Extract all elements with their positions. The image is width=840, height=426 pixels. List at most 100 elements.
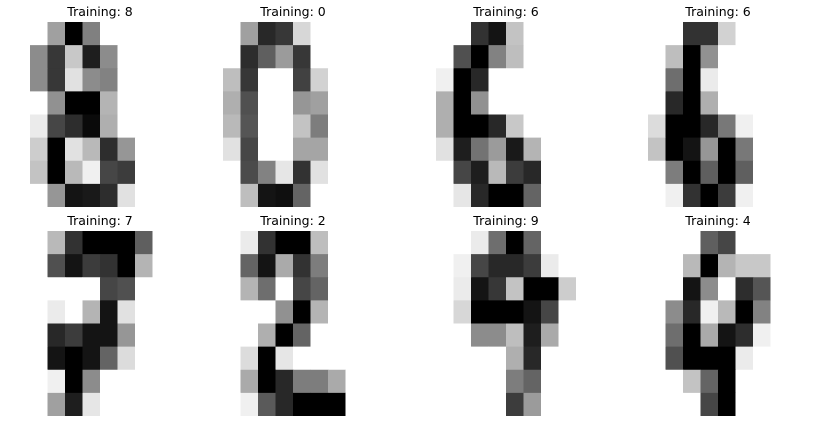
pixel-cell xyxy=(770,392,788,416)
pixel-cell xyxy=(471,346,489,371)
pixel-cell xyxy=(471,254,489,278)
pixel-cell xyxy=(328,392,346,416)
pixel-cell xyxy=(700,346,719,371)
pixel-cell xyxy=(648,160,666,185)
pixel-cell xyxy=(453,300,472,324)
pixel-cell xyxy=(30,346,48,371)
pixel-cell xyxy=(240,300,259,324)
pixel-cell xyxy=(735,392,754,416)
pixel-cell xyxy=(436,22,454,46)
digit-image xyxy=(223,22,363,207)
pixel-cell xyxy=(100,323,118,348)
pixel-cell xyxy=(558,369,576,394)
pixel-cell xyxy=(753,22,771,46)
pixel-cell xyxy=(345,254,363,278)
pixel-cell xyxy=(65,300,83,324)
pixel-cell xyxy=(436,277,454,301)
pixel-cell xyxy=(47,231,66,255)
pixel-cell xyxy=(488,68,507,92)
pixel-cell xyxy=(700,392,719,416)
pixel-cell xyxy=(82,346,101,371)
pixel-cell xyxy=(665,137,684,162)
pixel-cell xyxy=(488,183,507,207)
pixel-cell xyxy=(258,346,276,371)
pixel-cell xyxy=(82,68,101,92)
pixel-cell xyxy=(135,392,153,416)
pixel-cell xyxy=(240,392,259,416)
pixel-cell xyxy=(488,277,507,301)
pixel-cell xyxy=(223,323,241,348)
pixel-cell xyxy=(523,137,542,162)
pixel-cell xyxy=(558,277,576,301)
pixel-cell xyxy=(82,277,101,301)
pixel-cell xyxy=(770,254,788,278)
pixel-cell xyxy=(240,323,259,348)
pixel-cell xyxy=(328,183,346,207)
pixel-cell xyxy=(683,392,701,416)
pixel-cell xyxy=(100,231,118,255)
pixel-cell xyxy=(30,160,48,185)
pixel-cell xyxy=(47,137,66,162)
pixel-cell xyxy=(488,137,507,162)
pixel-cell xyxy=(523,160,542,185)
pixel-cell xyxy=(345,392,363,416)
pixel-cell xyxy=(82,183,101,207)
pixel-cell xyxy=(700,231,719,255)
panel-title: Training: 8 xyxy=(67,4,133,19)
pixel-cell xyxy=(558,231,576,255)
pixel-cell xyxy=(117,91,136,115)
pixel-cell xyxy=(735,22,754,46)
pixel-cell xyxy=(100,137,118,162)
pixel-cell xyxy=(523,114,542,139)
pixel-cell xyxy=(523,22,542,46)
pixel-cell xyxy=(683,68,701,92)
pixel-cell xyxy=(735,323,754,348)
pixel-cell xyxy=(293,183,311,207)
pixel-cell xyxy=(735,114,754,139)
pixel-cell xyxy=(506,137,524,162)
pixel-cell xyxy=(152,369,170,394)
pixel-cell xyxy=(648,45,666,69)
pixel-cell xyxy=(223,137,241,162)
pixel-cell xyxy=(258,160,276,185)
pixel-cell xyxy=(648,254,666,278)
pixel-cell xyxy=(665,45,684,69)
pixel-cell xyxy=(665,160,684,185)
pixel-cell xyxy=(135,277,153,301)
pixel-cell xyxy=(275,231,294,255)
pixel-cell xyxy=(683,114,701,139)
pixel-cell xyxy=(47,254,66,278)
pixel-cell xyxy=(718,91,736,115)
pixel-cell xyxy=(648,277,666,301)
pixel-cell xyxy=(345,231,363,255)
pixel-cell xyxy=(310,114,329,139)
pixel-cell xyxy=(117,137,136,162)
pixel-cell xyxy=(488,300,507,324)
pixel-cell xyxy=(223,68,241,92)
pixel-cell xyxy=(117,231,136,255)
pixel-cell xyxy=(506,369,524,394)
pixel-cell xyxy=(100,183,118,207)
pixel-cell xyxy=(117,323,136,348)
pixel-cell xyxy=(30,369,48,394)
pixel-cell xyxy=(65,45,83,69)
pixel-cell xyxy=(506,22,524,46)
pixel-cell xyxy=(152,68,170,92)
pixel-cell xyxy=(65,160,83,185)
pixel-cell xyxy=(100,392,118,416)
pixel-cell xyxy=(506,346,524,371)
pixel-cell xyxy=(310,300,329,324)
pixel-cell xyxy=(82,160,101,185)
pixel-cell xyxy=(258,114,276,139)
pixel-cell xyxy=(82,392,101,416)
pixel-cell xyxy=(310,68,329,92)
pixel-cell xyxy=(82,22,101,46)
pixel-cell xyxy=(100,254,118,278)
pixel-cell xyxy=(293,137,311,162)
pixel-cell xyxy=(770,45,788,69)
pixel-cell xyxy=(735,91,754,115)
pixel-cell xyxy=(436,160,454,185)
pixel-cell xyxy=(753,277,771,301)
pixel-cell xyxy=(665,68,684,92)
digit-panel-8: Training: 4 xyxy=(648,211,788,416)
